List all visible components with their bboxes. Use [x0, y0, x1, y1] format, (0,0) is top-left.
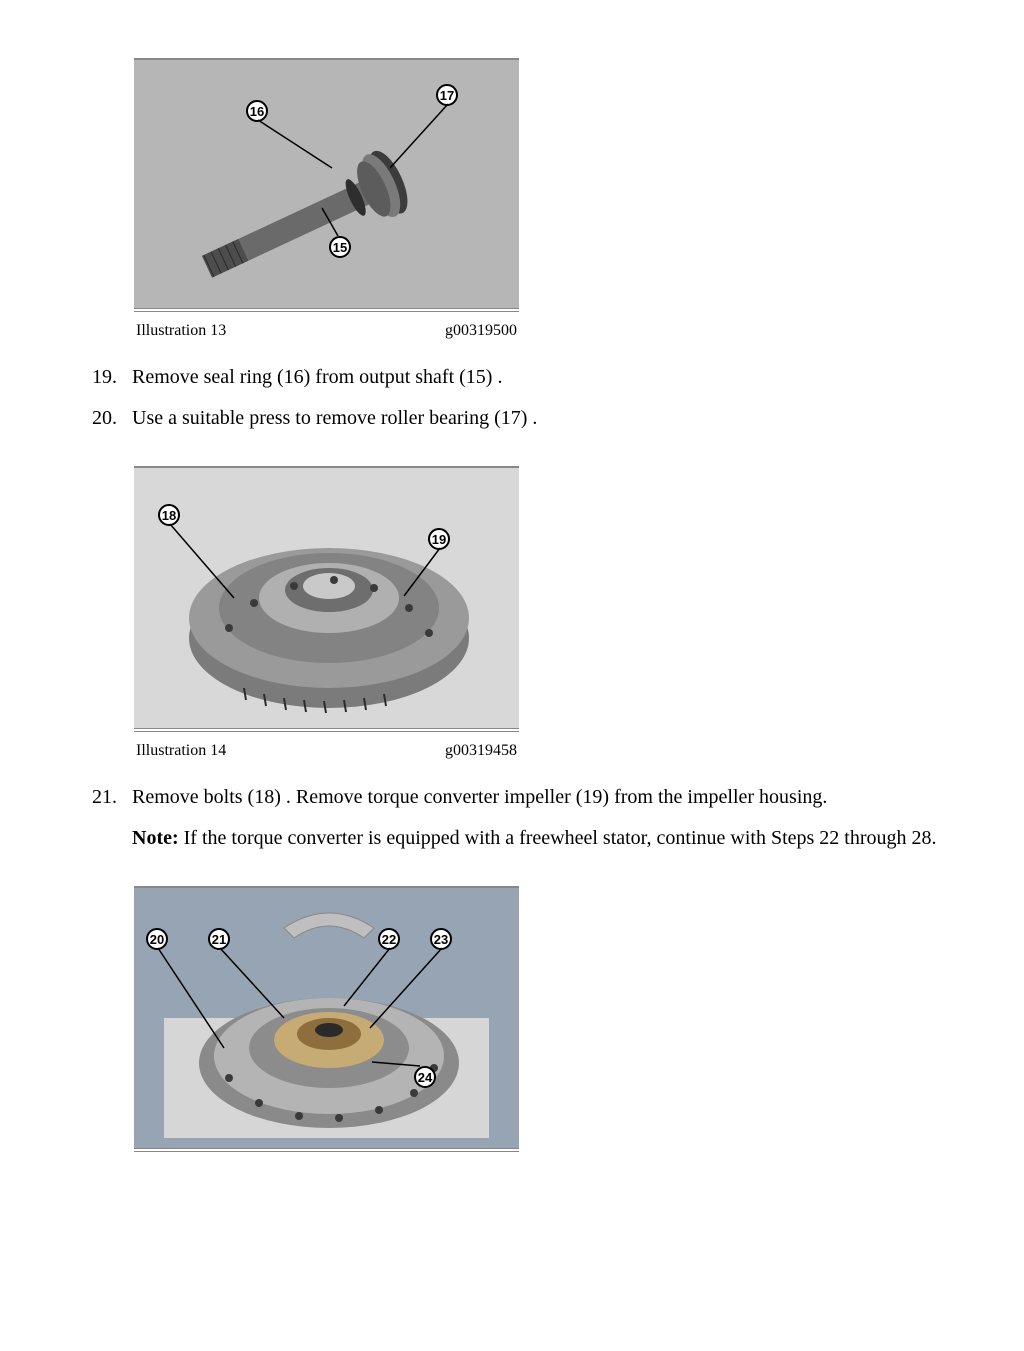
step-21-note: Note: If the torque converter is equippe…: [132, 825, 944, 852]
figure-block-15: 20 21 22 23 24: [134, 886, 519, 1152]
step-list-2: Remove bolts (18) . Remove torque conver…: [80, 784, 944, 852]
shaft-svg: [134, 60, 519, 308]
illustration-id: g00319458: [445, 742, 517, 760]
step-21-text: Remove bolts (18) . Remove torque conver…: [132, 786, 827, 808]
impeller-svg: [134, 468, 519, 728]
figure-rule-mid: [134, 308, 519, 312]
step-20: Use a suitable press to remove roller be…: [122, 405, 944, 432]
illustration-label: Illustration 13: [136, 322, 226, 340]
step-20-text: Use a suitable press to remove roller be…: [132, 407, 537, 429]
note-text: If the torque converter is equipped with…: [184, 827, 937, 849]
figure-block-13: 16 17 15 Illustration 13 g00319500: [134, 58, 519, 340]
step-list-1: Remove seal ring (16) from output shaft …: [80, 364, 944, 432]
callout-20: 20: [146, 928, 168, 950]
figure-block-14: 1819 Illustration 14 g00319458: [134, 466, 519, 760]
illustration-15-image: 20 21 22 23 24: [134, 888, 519, 1148]
callout-18: 18: [158, 504, 180, 526]
illustration-13-image: 16 17 15: [134, 60, 519, 308]
callout-24: 24: [414, 1066, 436, 1088]
illustration-14-image: 1819: [134, 468, 519, 728]
note-label: Note:: [132, 827, 179, 849]
callout-16: 16: [246, 100, 268, 122]
caption-row-13: Illustration 13 g00319500: [134, 322, 519, 340]
stator-svg: [134, 888, 519, 1148]
step-19-text: Remove seal ring (16) from output shaft …: [132, 366, 502, 388]
callout-23: 23: [430, 928, 452, 950]
callout-21: 21: [208, 928, 230, 950]
callout-22: 22: [378, 928, 400, 950]
callout-15: 15: [329, 236, 351, 258]
callout-17: 17: [436, 84, 458, 106]
illustration-id: g00319500: [445, 322, 517, 340]
illustration-label: Illustration 14: [136, 742, 226, 760]
figure-rule-bottom: [134, 1148, 519, 1152]
caption-row-14: Illustration 14 g00319458: [134, 742, 519, 760]
figure-rule-mid: [134, 728, 519, 732]
step-21: Remove bolts (18) . Remove torque conver…: [122, 784, 944, 852]
callout-19: 19: [428, 528, 450, 550]
step-19: Remove seal ring (16) from output shaft …: [122, 364, 944, 391]
